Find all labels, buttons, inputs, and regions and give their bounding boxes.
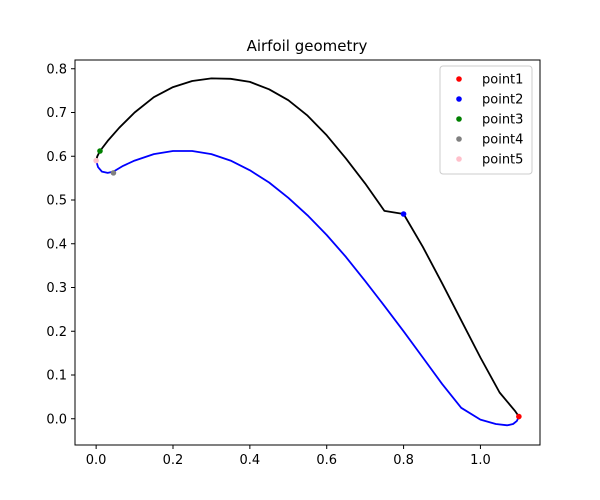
x-tick-label: 0.6: [316, 453, 337, 468]
legend-label-point2: point2: [482, 93, 523, 108]
x-tick-label: 1.0: [470, 453, 491, 468]
x-tick-label: 0.2: [163, 453, 184, 468]
y-tick-label: 0.1: [46, 369, 67, 384]
legend: point1 point2 point3 point4 point5: [439, 65, 533, 175]
y-tick-label: 0.2: [46, 325, 67, 340]
legend-box: [439, 65, 533, 175]
airfoil-curve-1: [95, 77, 520, 418]
airfoil-curve-2: [95, 150, 520, 427]
y-tick-label: 0.6: [46, 150, 67, 165]
legend-marker-point3: [456, 116, 462, 122]
curve-layer: [95, 77, 520, 427]
legend-label-point5: point5: [482, 153, 523, 168]
legend-marker-point5: [456, 156, 462, 162]
legend-label-point1: point1: [482, 73, 523, 88]
x-tick-label: 0.0: [86, 453, 107, 468]
y-tick-label: 0.0: [46, 412, 67, 427]
x-tick-label: 0.8: [393, 453, 414, 468]
legend-marker-point1: [456, 76, 462, 82]
y-tick-label: 0.7: [46, 106, 67, 121]
legend-marker-point2: [456, 96, 462, 102]
legend-marker-point4: [456, 136, 462, 142]
y-tick-label: 0.5: [46, 194, 67, 209]
x-tick-label: 0.4: [240, 453, 261, 468]
y-tick-label: 0.3: [46, 281, 67, 296]
y-tick-label: 0.4: [46, 237, 67, 252]
point-layer: [93, 148, 522, 420]
legend-label-point3: point3: [482, 113, 523, 128]
point4-marker: [110, 170, 117, 176]
point3-marker: [97, 148, 103, 154]
legend-label-point4: point4: [482, 133, 523, 148]
plot-frame: [74, 59, 541, 446]
y-tick-label: 0.8: [46, 62, 67, 77]
point2-marker: [400, 211, 407, 217]
chart-title: Airfoil geometry: [247, 37, 368, 55]
point1-marker: [516, 413, 522, 420]
axes-layer: 0.0 0.2 0.4 0.6 0.8 1.0 0.0 0.1 0.2 0.3 0.4 0.5 0.6 0…: [46, 59, 541, 468]
point5-marker: [93, 157, 99, 164]
